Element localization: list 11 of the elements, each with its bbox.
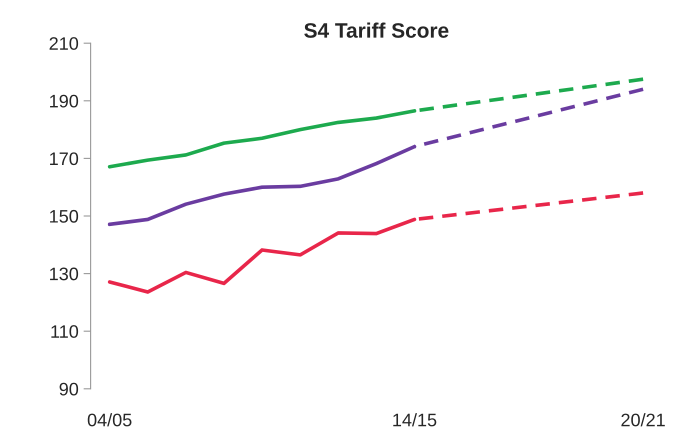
y-tick-label: 110 xyxy=(51,325,78,338)
y-tick-label: 150 xyxy=(50,210,78,223)
y-tick-label: 90 xyxy=(60,382,78,396)
y-tick-label: 130 xyxy=(50,268,78,280)
x-tick-label: 14/15 xyxy=(393,413,436,426)
y-tick-label: 190 xyxy=(50,94,78,108)
x-tick-label: 04/05 xyxy=(88,413,132,426)
y-tick-label: 170 xyxy=(50,152,78,166)
chart-title: S4 Tariff Score xyxy=(304,22,448,38)
y-tick-label: 210 xyxy=(50,37,78,50)
x-tick-label: 20/21 xyxy=(621,413,665,426)
